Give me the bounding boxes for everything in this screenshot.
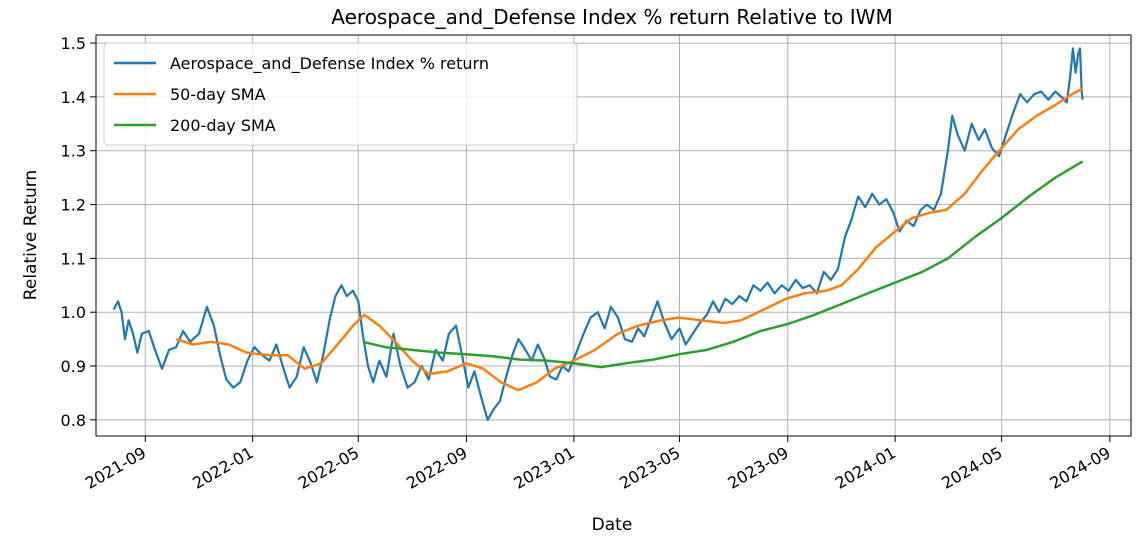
legend-label-sma200: 200-day SMA [170, 116, 276, 135]
y-tick-label: 0.9 [61, 357, 86, 376]
x-axis-label: Date [592, 515, 633, 535]
series-lines [112, 47, 1084, 421]
y-tick-label: 1.5 [61, 34, 86, 53]
series-line-sma200 [362, 160, 1084, 369]
y-tick-label: 0.8 [61, 411, 86, 430]
plot-frame [95, 34, 1132, 437]
legend: Aerospace_and_Defense Index % return 50-… [103, 42, 578, 146]
y-tick-label: 1.1 [61, 249, 86, 268]
series-line-sma50 [175, 87, 1084, 392]
legend-label-series: Aerospace_and_Defense Index % return [170, 54, 489, 74]
chart-title: Aerospace_and_Defense Index % return Rel… [331, 5, 892, 29]
y-tick-label: 1.2 [61, 196, 86, 215]
y-axis-label: Relative Return [21, 170, 41, 300]
legend-box [103, 42, 578, 146]
legend-label-sma50: 50-day SMA [170, 85, 266, 104]
y-tick-label: 1.0 [61, 303, 86, 322]
y-tick-label: 1.4 [61, 88, 86, 107]
y-tick-label: 1.3 [61, 142, 86, 161]
